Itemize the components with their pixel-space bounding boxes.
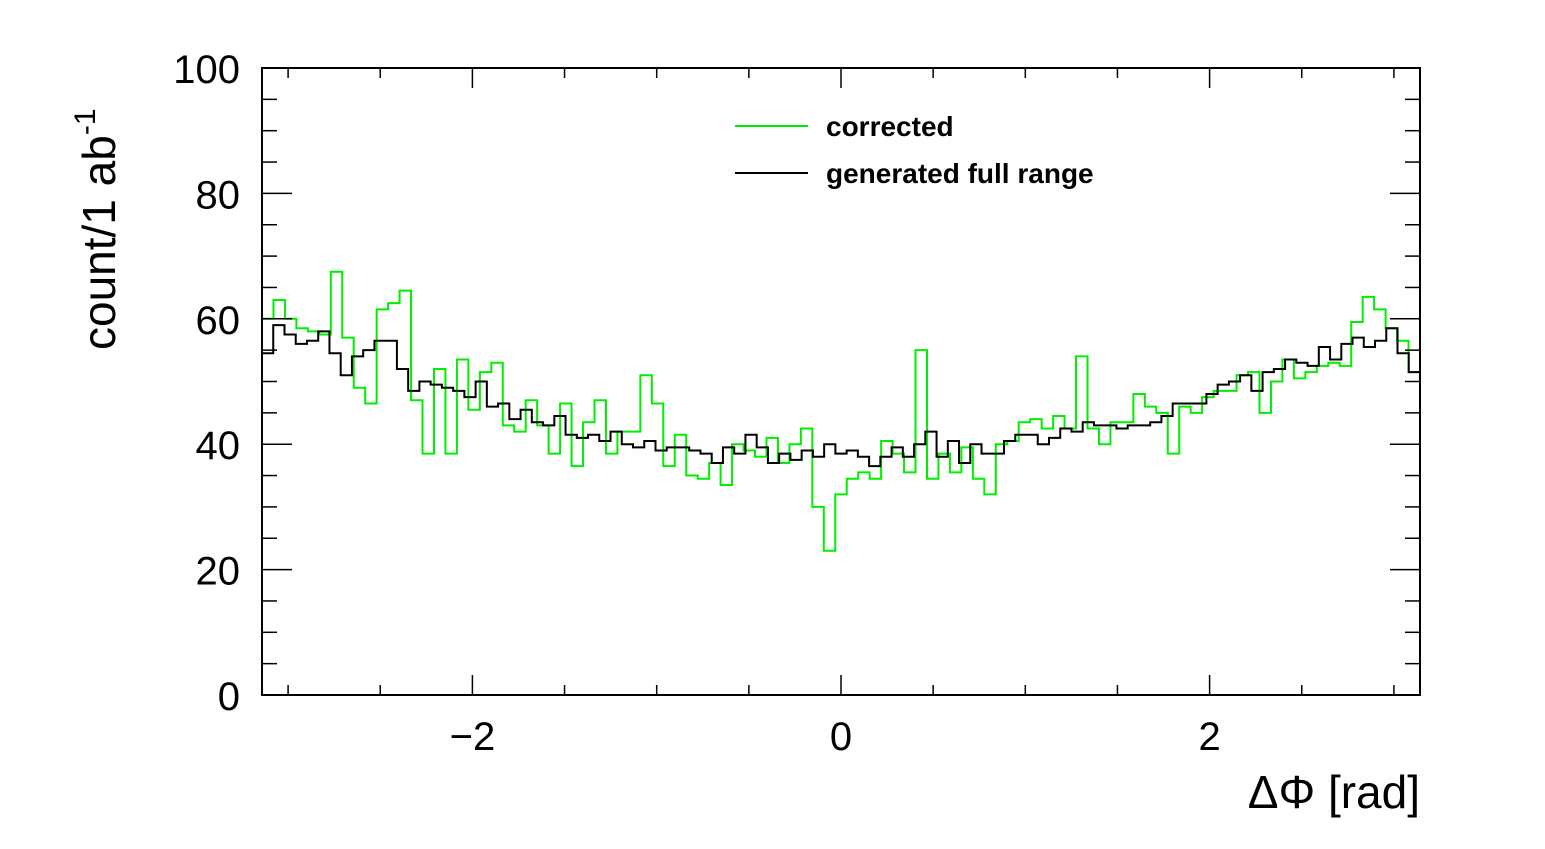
y-tick-label: 100 bbox=[173, 48, 240, 92]
series-line-generated bbox=[261, 324, 1420, 695]
legend: corrected generated full range bbox=[735, 111, 1094, 189]
series-line-corrected bbox=[261, 270, 1420, 695]
series-layer bbox=[261, 270, 1420, 695]
tick-marks bbox=[262, 67, 1420, 696]
x-axis-title: ΔΦ [rad] bbox=[1248, 766, 1420, 818]
x-tick-label: 2 bbox=[1198, 715, 1220, 759]
y-tick-label: 40 bbox=[196, 424, 241, 468]
y-axis-title-main: count/1 ab bbox=[73, 135, 125, 350]
y-tick-label: 60 bbox=[196, 299, 241, 343]
x-tick-label: −2 bbox=[450, 715, 496, 759]
x-tick-label: 0 bbox=[830, 715, 852, 759]
legend-label-generated: generated full range bbox=[826, 158, 1094, 189]
y-axis-title-superscript: -1 bbox=[69, 108, 102, 135]
y-tick-label: 0 bbox=[218, 675, 240, 719]
y-axis-title: count/1 ab-1 bbox=[69, 108, 125, 350]
legend-label-corrected: corrected bbox=[826, 111, 954, 142]
y-tick-label: 20 bbox=[196, 550, 241, 594]
y-tick-label: 80 bbox=[196, 173, 241, 217]
